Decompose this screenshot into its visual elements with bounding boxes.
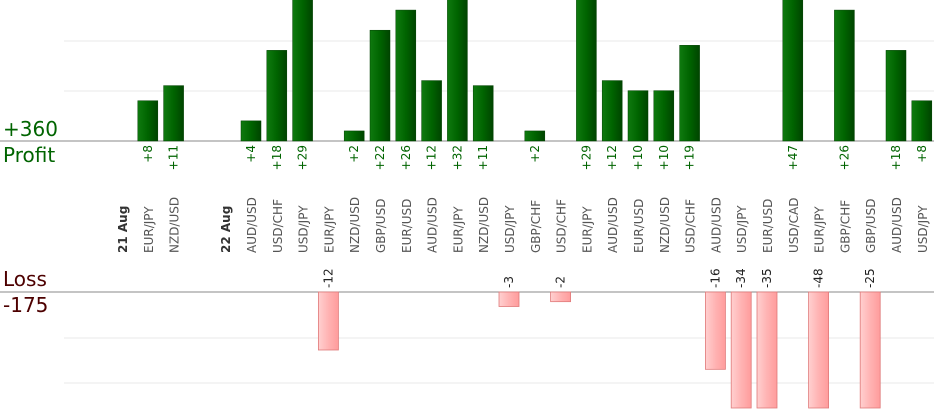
profit-bar xyxy=(266,50,288,142)
profit-value-label: +2 xyxy=(528,145,542,163)
profit-value-label: +8 xyxy=(141,145,155,163)
loss-label: Loss xyxy=(3,267,47,291)
profit-value-label: +10 xyxy=(631,145,645,170)
profit-total: +360 xyxy=(3,117,58,141)
pair-label: AUD/USD xyxy=(890,197,904,253)
profit-value-label: +32 xyxy=(450,145,464,170)
profit-value-label: +19 xyxy=(683,145,697,170)
profit-bar xyxy=(137,100,159,142)
loss-value-label: -2 xyxy=(554,276,568,288)
date-label: 21 Aug xyxy=(116,206,130,253)
pair-label: AUD/USD xyxy=(709,197,723,253)
profit-value-label: +12 xyxy=(425,145,439,170)
profit-value-label: +18 xyxy=(889,145,903,170)
profit-value-label: +11 xyxy=(167,145,181,170)
labels: 21 Aug EUR/JPY +8 NZD/USD +11 22 Aug AUD/USD +4… xyxy=(116,145,930,288)
profit-bar xyxy=(782,0,804,142)
profit-bar xyxy=(447,0,468,142)
loss-bar xyxy=(859,291,881,409)
pair-label: EUR/USD xyxy=(761,199,775,253)
loss-value-label: -16 xyxy=(708,268,722,288)
profit-value-label: +12 xyxy=(605,145,619,170)
pair-label: EUR/JPY xyxy=(451,206,465,253)
pair-label: EUR/USD xyxy=(400,199,414,253)
pair-label: USD/JPY xyxy=(916,205,930,253)
pair-label: EUR/USD xyxy=(632,199,646,253)
pair-label: NZD/USD xyxy=(348,197,362,253)
loss-value-label: -35 xyxy=(760,268,774,288)
profit-value-label: +29 xyxy=(579,145,593,170)
loss-bar xyxy=(317,291,339,351)
profit-bar xyxy=(653,90,675,142)
profit-bar xyxy=(627,90,649,142)
pair-label: AUD/USD xyxy=(245,197,259,253)
profit-bar xyxy=(240,120,262,142)
loss-bar xyxy=(730,291,752,409)
pair-label: USD/CAD xyxy=(787,197,801,253)
profit-value-label: +26 xyxy=(837,145,851,170)
pair-label: NZD/USD xyxy=(477,197,491,253)
loss-value-label: -3 xyxy=(502,276,516,288)
date-label: 22 Aug xyxy=(219,206,233,253)
pair-label: NZD/USD xyxy=(168,197,182,253)
pair-label: USD/JPY xyxy=(297,205,311,253)
bars xyxy=(137,0,933,409)
loss-bar xyxy=(756,291,778,409)
profit-value-label: +26 xyxy=(399,145,413,170)
pair-label: USD/JPY xyxy=(735,205,749,253)
loss-value-label: -34 xyxy=(734,268,748,288)
profit-value-label: +11 xyxy=(476,145,490,170)
profit-bar xyxy=(911,100,933,142)
profit-value-label: +8 xyxy=(915,145,929,163)
pair-label: USD/CHF xyxy=(271,199,285,253)
profit-value-label: +2 xyxy=(347,145,361,163)
loss-value-label: -48 xyxy=(812,268,826,288)
loss-value-label: -25 xyxy=(863,268,877,288)
profit-value-label: +10 xyxy=(657,145,671,170)
profit-bar xyxy=(576,0,597,142)
pair-label: USD/JPY xyxy=(503,205,517,253)
profit-value-label: +18 xyxy=(270,145,284,170)
pair-label: EUR/JPY xyxy=(142,206,156,253)
profit-value-label: +47 xyxy=(786,145,800,170)
loss-bar xyxy=(498,291,520,307)
pair-label: GBP/CHF xyxy=(838,200,852,253)
profit-value-label: +29 xyxy=(296,145,310,170)
loss-value-label: -12 xyxy=(321,268,335,288)
pair-label: EUR/JPY xyxy=(322,206,336,253)
profit-bar xyxy=(524,130,546,142)
loss-bar xyxy=(808,291,829,409)
gridlines xyxy=(64,40,934,384)
profit-bar xyxy=(472,85,494,142)
pair-label: EUR/JPY xyxy=(813,206,827,253)
pair-label: GBP/CHF xyxy=(529,200,543,253)
profit-bar xyxy=(343,130,365,142)
profit-label: Profit xyxy=(3,143,56,167)
profit-bar xyxy=(834,9,855,142)
loss-bar xyxy=(550,291,571,303)
pair-label: GBP/USD xyxy=(864,199,878,253)
loss-total: -175 xyxy=(3,293,49,317)
pair-label: AUD/USD xyxy=(426,197,440,253)
profit-bar xyxy=(421,80,442,142)
profit-bar xyxy=(292,0,313,142)
pair-label: EUR/JPY xyxy=(580,206,594,253)
profit-bar xyxy=(885,50,907,142)
profit-bar xyxy=(369,29,391,142)
pair-label: USD/CHF xyxy=(555,199,569,253)
pair-label: GBP/USD xyxy=(374,199,388,253)
pair-label: NZD/USD xyxy=(658,197,672,253)
profit-value-label: +22 xyxy=(373,145,387,170)
pair-label: AUD/USD xyxy=(606,197,620,253)
profit-bar xyxy=(395,9,417,142)
profit-bar xyxy=(601,80,623,142)
profit-bar xyxy=(679,45,700,142)
pair-label: USD/CHF xyxy=(684,199,698,253)
profit-value-label: +4 xyxy=(244,145,258,163)
loss-bar xyxy=(705,291,726,370)
profit-bar xyxy=(163,85,184,142)
